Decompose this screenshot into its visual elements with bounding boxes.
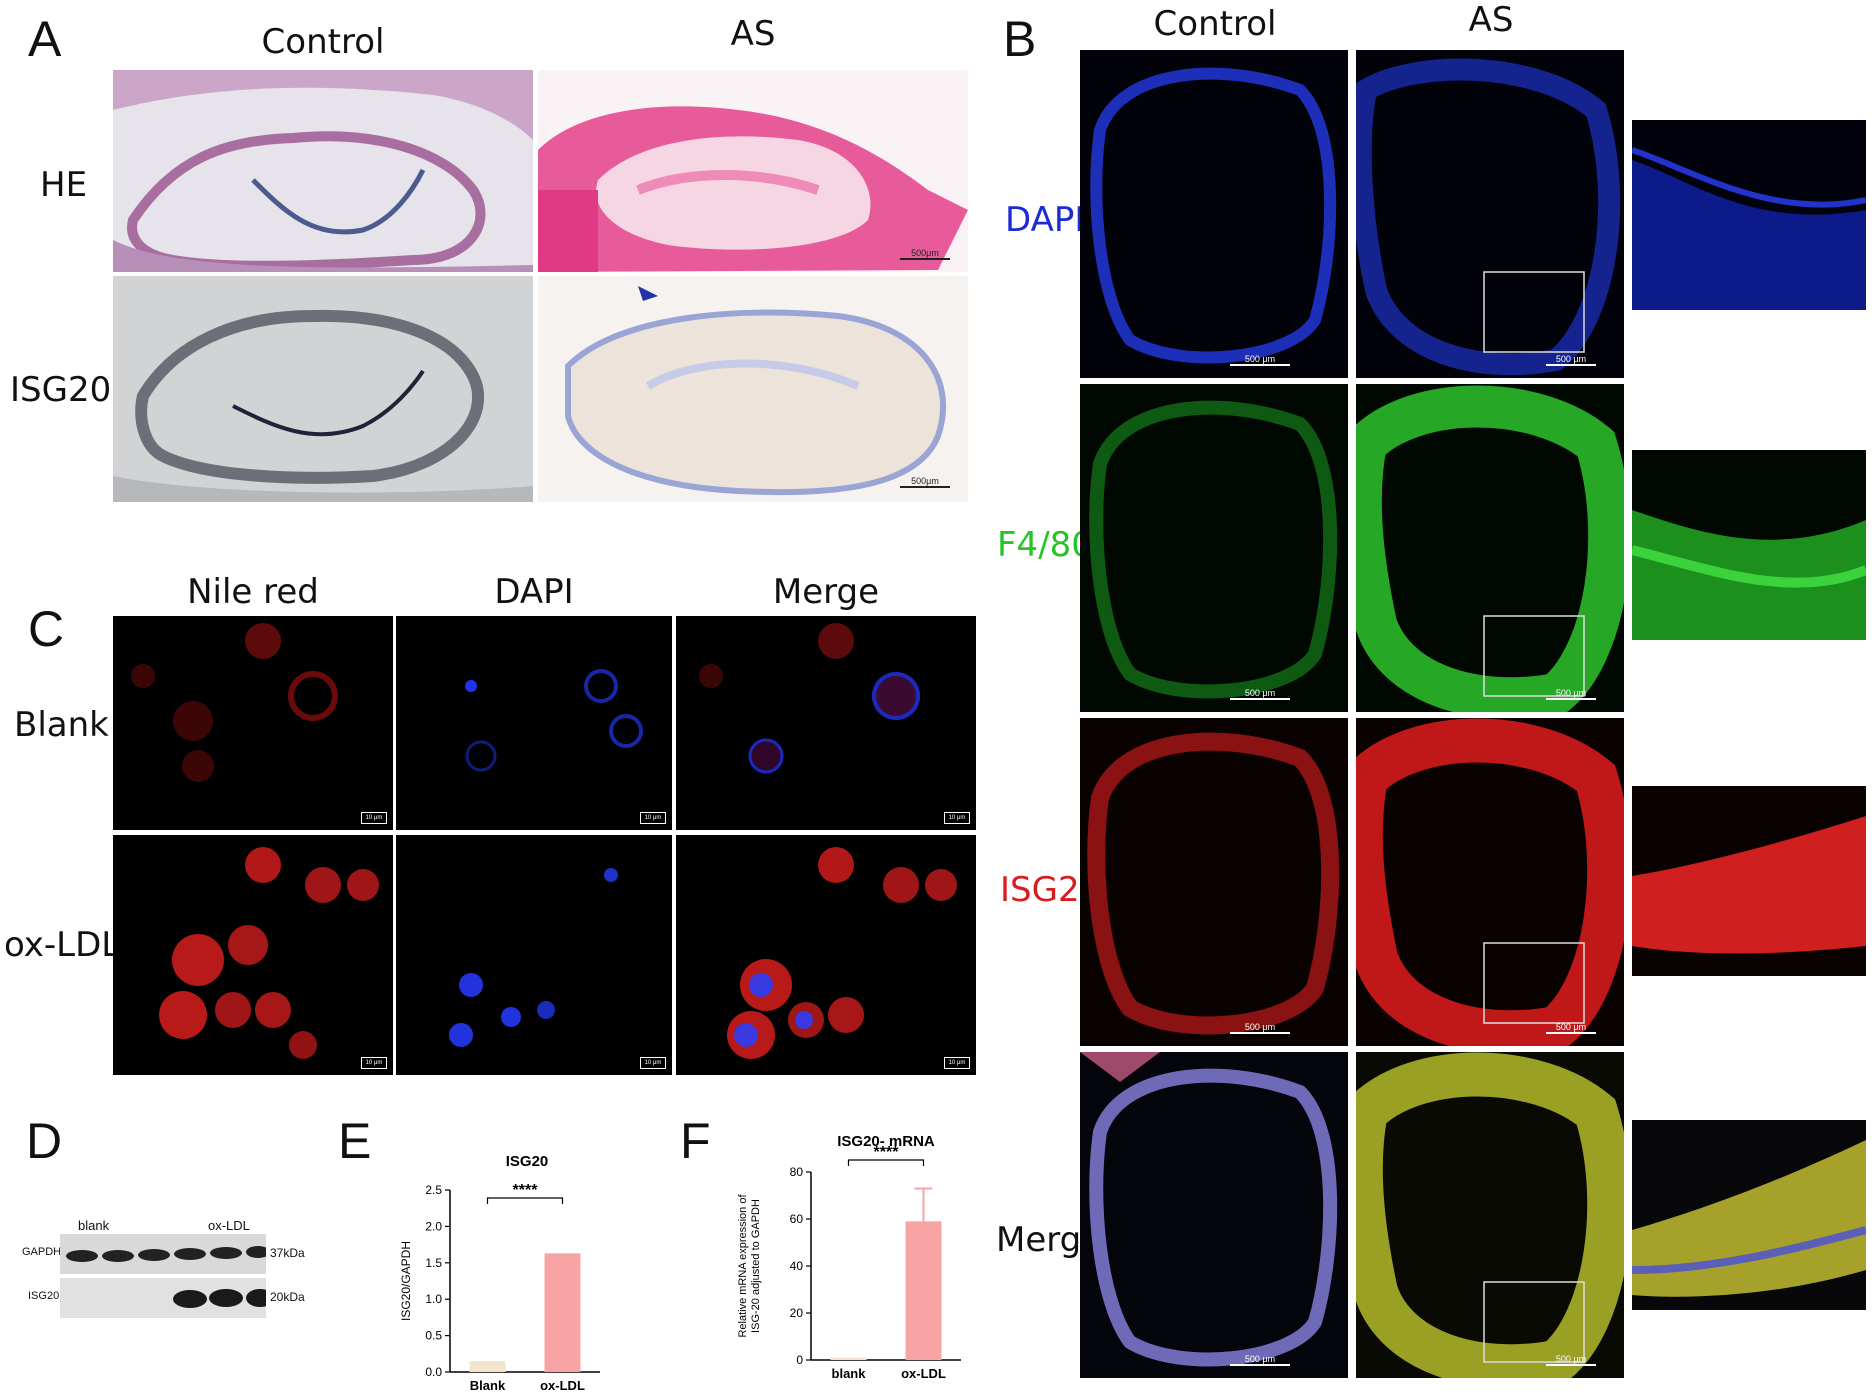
chart-e: ISG20 0.0 0.5 1.0 1.5 2.0 2.5 ISG20/GAPDH Blank o… bbox=[399, 1153, 600, 1393]
isg20-control-micrograph bbox=[113, 276, 533, 502]
panel-c-row-blank: Blank bbox=[14, 705, 109, 745]
panel-c-header-merge: Merge bbox=[772, 572, 880, 612]
e-ytick-label: 2.0 bbox=[425, 1219, 442, 1233]
b-f480-zoom bbox=[1632, 450, 1866, 640]
f-bar-ox-ldl bbox=[905, 1221, 942, 1360]
c-nilered-blank-scalebar: 10 μm bbox=[361, 812, 387, 824]
b-merge-as: 500 μm bbox=[1356, 1052, 1624, 1378]
f-ytick-label: 80 bbox=[790, 1165, 804, 1179]
c-merge-blank: 10 μm bbox=[676, 616, 976, 830]
f-sig-stars: **** bbox=[874, 1144, 900, 1161]
b-isg20-as: 500 μm bbox=[1356, 718, 1624, 1046]
panel-e-label: E bbox=[338, 1113, 372, 1169]
f-ytick-label: 60 bbox=[790, 1212, 804, 1226]
panel-a-label: A bbox=[28, 11, 62, 67]
c-merge-blank-scalebar: 10 μm bbox=[944, 812, 970, 824]
b-dapi-control: 500 μm bbox=[1080, 50, 1348, 378]
b-dapi-zoom bbox=[1632, 120, 1866, 310]
panel-b-header-as: AS bbox=[1468, 0, 1514, 40]
panel-f-label: F bbox=[680, 1113, 711, 1169]
b-merge-control-scalebar: 500 μm bbox=[1230, 1354, 1290, 1366]
panel-a-row-he: HE bbox=[40, 165, 88, 205]
c-nilered-blank: 10 μm bbox=[113, 616, 393, 830]
b-f480-control-scalebar: 500 μm bbox=[1230, 688, 1290, 700]
f-ytick-label: 0 bbox=[796, 1353, 803, 1367]
b-f480-control: 500 μm bbox=[1080, 384, 1348, 712]
e-sig-stars: **** bbox=[513, 1182, 539, 1199]
panel-a-header-as: AS bbox=[730, 14, 776, 54]
e-bar-blank bbox=[469, 1361, 506, 1372]
d-group-blank: blank bbox=[78, 1218, 110, 1233]
chart-f: ISG20- mRNA 0 20 40 60 80 Relative mRNA expres… bbox=[737, 1133, 961, 1381]
b-f480-as: 500 μm bbox=[1356, 384, 1624, 712]
e-ytick-label: 1.5 bbox=[425, 1256, 442, 1270]
f-ytick-label: 40 bbox=[790, 1259, 804, 1273]
b-f480-as-scalebar: 500 μm bbox=[1546, 688, 1596, 700]
he-control-micrograph bbox=[113, 70, 533, 272]
e-ytick-label: 1.0 bbox=[425, 1292, 442, 1306]
e-sig-bracket bbox=[486, 1197, 564, 1204]
f-xtick-label: blank bbox=[832, 1366, 867, 1381]
b-isg20-zoom bbox=[1632, 786, 1866, 976]
panel-d-label: D bbox=[26, 1113, 63, 1169]
panel-b-row-dapi: DAPI bbox=[1005, 200, 1085, 240]
b-merge-zoom bbox=[1632, 1120, 1866, 1310]
f-bar-blank bbox=[830, 1357, 867, 1360]
b-dapi-control-scalebar: 500 μm bbox=[1230, 354, 1290, 366]
b-merge-as-scalebar: 500 μm bbox=[1546, 1354, 1596, 1366]
f-title: ISG20- mRNA bbox=[837, 1133, 935, 1150]
e-ylabel: ISG20/GAPDH bbox=[399, 1241, 413, 1321]
d-blot-isg20 bbox=[60, 1278, 266, 1318]
f-ylabel: Relative mRNA expression of bbox=[737, 1194, 749, 1338]
panel-a-row-isg20: ISG20 bbox=[10, 370, 112, 410]
c-nilered-oxldl-scalebar: 10 μm bbox=[361, 1057, 387, 1069]
b-isg20-control: 500 μm bbox=[1080, 718, 1348, 1046]
d-kda-gapdh: 37kDa bbox=[270, 1246, 305, 1260]
he-as-micrograph: 500μm bbox=[538, 70, 968, 272]
c-dapi-oxldl-scalebar: 10 μm bbox=[640, 1057, 666, 1069]
e-title: ISG20 bbox=[506, 1153, 549, 1170]
b-dapi-as: 500 μm bbox=[1356, 50, 1624, 378]
e-ytick-label: 0.5 bbox=[425, 1329, 442, 1343]
c-merge-oxldl: 10 μm bbox=[676, 835, 976, 1075]
c-dapi-blank: 10 μm bbox=[396, 616, 672, 830]
d-band-gapdh: GAPDH bbox=[22, 1246, 62, 1258]
e-xtick-label: ox-LDL bbox=[540, 1378, 585, 1393]
panel-c-label: C bbox=[28, 601, 65, 657]
d-band-isg20: ISG20 bbox=[28, 1290, 60, 1302]
panel-b-label: B bbox=[1003, 11, 1037, 67]
e-ytick-label: 2.5 bbox=[425, 1183, 442, 1197]
f-ylabel: ISG-20 adjusted to GAPDH bbox=[750, 1199, 762, 1333]
d-kda-isg20: 20kDa bbox=[270, 1290, 305, 1304]
isg20-as-micrograph: 500μm bbox=[538, 276, 968, 502]
panel-a-header-control: Control bbox=[261, 22, 385, 62]
panel-b-row-f480: F4/80 bbox=[997, 525, 1093, 565]
e-ytick-label: 0.0 bbox=[425, 1365, 442, 1379]
b-isg20-control-scalebar: 500 μm bbox=[1230, 1022, 1290, 1034]
b-isg20-as-scalebar: 500 μm bbox=[1546, 1022, 1596, 1034]
c-merge-oxldl-scalebar: 10 μm bbox=[944, 1057, 970, 1069]
b-merge-control: 500 μm bbox=[1080, 1052, 1348, 1378]
panel-c-header-nilered: Nile red bbox=[187, 572, 319, 612]
c-dapi-oxldl: 10 μm bbox=[396, 835, 672, 1075]
c-nilered-oxldl: 10 μm bbox=[113, 835, 393, 1075]
b-dapi-as-scalebar: 500 μm bbox=[1546, 354, 1596, 366]
panel-c-header-dapi: DAPI bbox=[494, 572, 574, 612]
panel-b-header-control: Control bbox=[1153, 4, 1277, 44]
c-dapi-blank-scalebar: 10 μm bbox=[640, 812, 666, 824]
f-sig-bracket bbox=[847, 1159, 925, 1166]
panel-c-row-oxldl: ox-LDL bbox=[4, 925, 121, 965]
e-xtick-label: Blank bbox=[470, 1378, 506, 1393]
f-xtick-label: ox-LDL bbox=[901, 1366, 946, 1381]
isg20-as-scalebar: 500μm bbox=[900, 476, 950, 488]
he-as-scalebar: 500μm bbox=[900, 248, 950, 260]
e-bar-ox-ldl bbox=[544, 1253, 581, 1372]
d-blot-gapdh bbox=[60, 1234, 266, 1274]
f-ytick-label: 20 bbox=[790, 1306, 804, 1320]
d-group-oxldl: ox-LDL bbox=[208, 1218, 250, 1233]
